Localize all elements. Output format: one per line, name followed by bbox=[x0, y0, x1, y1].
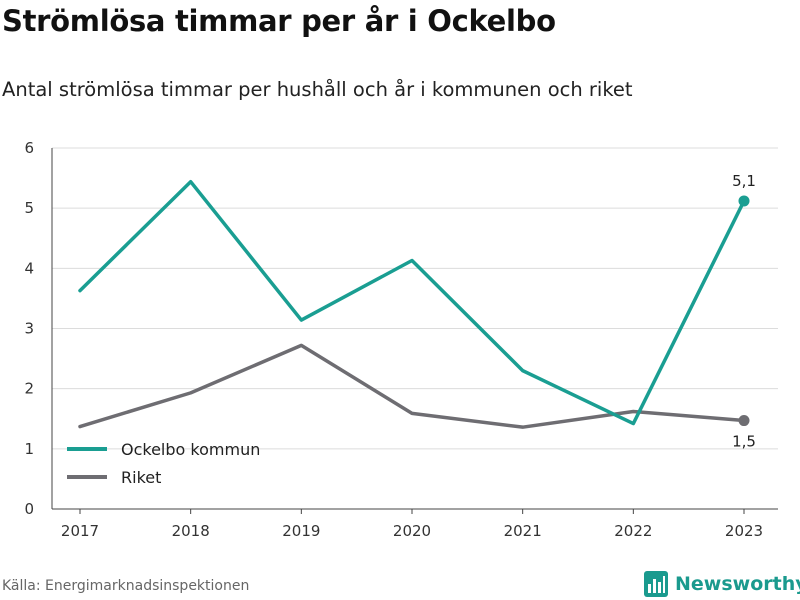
brand-name: Newsworthy bbox=[675, 573, 800, 595]
x-tick-label: 2020 bbox=[393, 522, 431, 540]
data-label: 1,5 bbox=[732, 433, 756, 451]
y-tick-label: 0 bbox=[24, 500, 34, 518]
bar-chart-logo-icon bbox=[644, 571, 668, 597]
x-tick-label: 2017 bbox=[61, 522, 99, 540]
axes: 0 1 2 3 4 5 6 2017 2018 2019 2020 2021 2022 2023 bbox=[24, 139, 778, 540]
legend: Ockelbo kommun Riket bbox=[67, 440, 260, 487]
series-end-dot bbox=[738, 415, 750, 427]
source-note: Källa: Energimarknadsinspektionen bbox=[2, 578, 250, 594]
data-label: 5,1 bbox=[732, 172, 756, 190]
series-lines: 1,5 5,1 bbox=[78, 172, 756, 451]
y-tick-label: 6 bbox=[24, 139, 34, 157]
x-tick-label: 2019 bbox=[282, 522, 320, 540]
y-tick-label: 2 bbox=[24, 380, 34, 398]
y-tick-label: 5 bbox=[24, 199, 34, 217]
y-tick-label: 4 bbox=[24, 259, 34, 277]
x-tick-label: 2022 bbox=[614, 522, 652, 540]
legend-label: Riket bbox=[121, 468, 161, 487]
series-line bbox=[78, 179, 746, 426]
y-tick-label: 1 bbox=[24, 440, 34, 458]
brand-logo: Newsworthy bbox=[644, 569, 800, 599]
gridlines bbox=[52, 147, 778, 450]
series-end-dot bbox=[738, 195, 750, 207]
y-tick-label: 3 bbox=[24, 320, 34, 338]
legend-label: Ockelbo kommun bbox=[121, 440, 260, 459]
x-tick-label: 2018 bbox=[172, 522, 210, 540]
series-line bbox=[78, 343, 746, 429]
x-tick-label: 2021 bbox=[504, 522, 542, 540]
x-tick-label: 2023 bbox=[725, 522, 763, 540]
chart-title: Strömlösa timmar per år i Ockelbo bbox=[2, 4, 556, 38]
chart-subtitle: Antal strömlösa timmar per hushåll och å… bbox=[2, 78, 633, 101]
